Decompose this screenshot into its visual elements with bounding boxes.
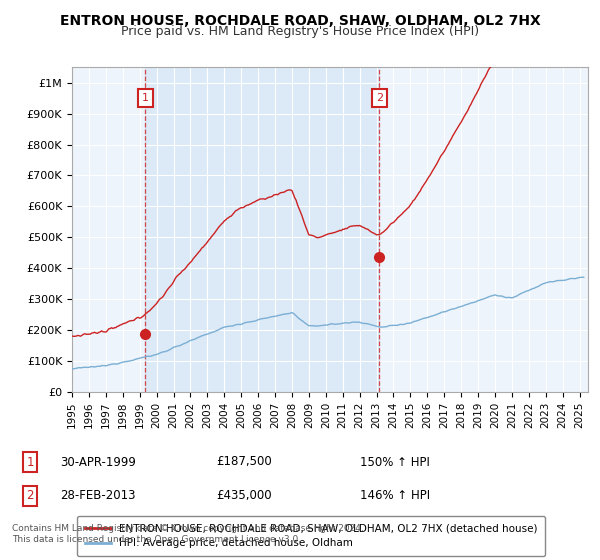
Text: £187,500: £187,500 [216, 455, 272, 469]
Text: 30-APR-1999: 30-APR-1999 [60, 455, 136, 469]
Text: 2: 2 [26, 489, 34, 502]
Text: 146% ↑ HPI: 146% ↑ HPI [360, 489, 430, 502]
Text: This data is licensed under the Open Government Licence v3.0.: This data is licensed under the Open Gov… [12, 535, 301, 544]
Text: 1: 1 [142, 93, 149, 103]
Bar [145, 67, 379, 392]
Text: 2: 2 [376, 93, 383, 103]
Text: Price paid vs. HM Land Registry's House Price Index (HPI): Price paid vs. HM Land Registry's House … [121, 25, 479, 38]
Text: 150% ↑ HPI: 150% ↑ HPI [360, 455, 430, 469]
Text: 28-FEB-2013: 28-FEB-2013 [60, 489, 136, 502]
Text: 1: 1 [26, 455, 34, 469]
Text: £435,000: £435,000 [216, 489, 272, 502]
Text: ENTRON HOUSE, ROCHDALE ROAD, SHAW, OLDHAM, OL2 7HX: ENTRON HOUSE, ROCHDALE ROAD, SHAW, OLDHA… [59, 14, 541, 28]
Text: Contains HM Land Registry data © Crown copyright and database right 2024.: Contains HM Land Registry data © Crown c… [12, 524, 364, 533]
Legend: ENTRON HOUSE, ROCHDALE ROAD, SHAW, OLDHAM, OL2 7HX (detached house), HPI: Averag: ENTRON HOUSE, ROCHDALE ROAD, SHAW, OLDHA… [77, 516, 545, 556]
